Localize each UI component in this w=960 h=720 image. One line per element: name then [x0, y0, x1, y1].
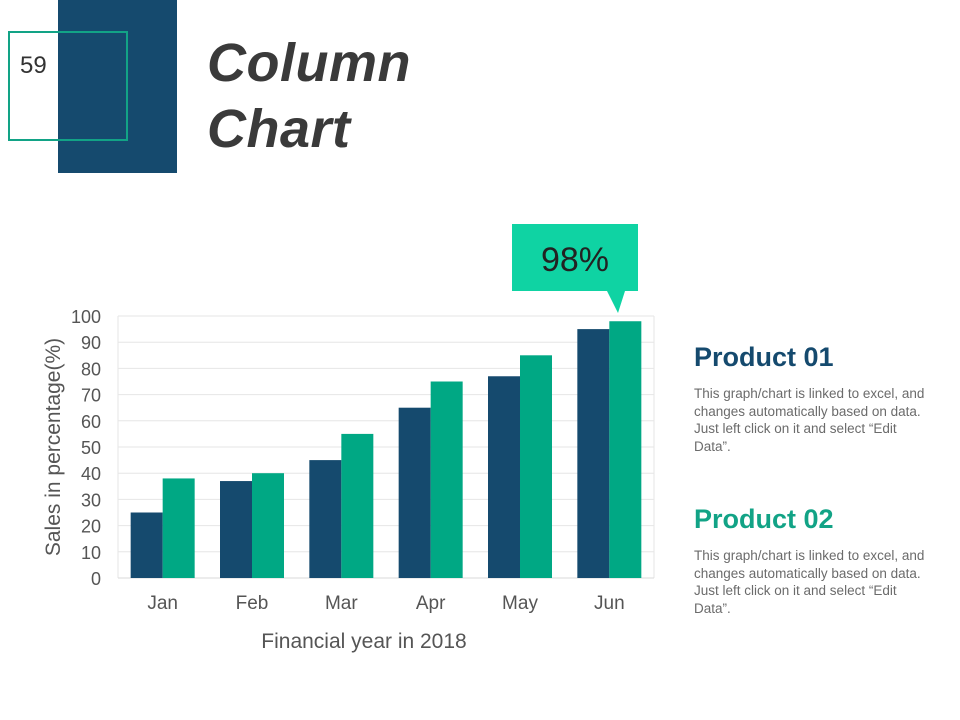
x-tick-label: Mar: [325, 593, 358, 614]
callout-bubble: [512, 224, 638, 313]
chart-gridlines: [117, 315, 655, 579]
y-tick-label: 10: [81, 543, 101, 563]
bar-series-1-jun: [577, 329, 610, 578]
y-tick-label: 80: [81, 359, 101, 379]
x-axis-label: Financial year in 2018: [261, 630, 466, 653]
bar-series-1-jan: [130, 512, 163, 578]
product-02-block: Product 02 This graph/chart is linked to…: [694, 504, 934, 617]
y-tick-label: 30: [81, 490, 101, 510]
teal-accent-frame: [8, 31, 128, 141]
product-02-title: Product 02: [694, 504, 834, 534]
y-tick-label: 0: [91, 569, 101, 589]
x-axis-ticks: Jan Feb Mar Apr May Jun: [147, 593, 624, 614]
product-01-block: Product 01 This graph/chart is linked to…: [694, 342, 934, 455]
callout: 98%: [512, 224, 638, 313]
y-axis-ticks: 0 10 20 30 40 50 60 70 80 90 100: [71, 307, 101, 589]
callout-text: 98%: [541, 241, 609, 279]
bar-series-1-may: [488, 376, 520, 578]
bar-series-2-apr: [430, 381, 463, 578]
y-tick-label: 40: [81, 464, 101, 484]
slide-title-line-2: Chart: [207, 99, 351, 159]
y-tick-label: 60: [81, 412, 101, 432]
bar-series-2-feb: [252, 473, 284, 578]
chart-bars: [130, 321, 642, 578]
y-tick-label: 90: [81, 333, 101, 353]
bar-series-1-apr: [398, 407, 431, 578]
x-tick-label: Jun: [594, 593, 625, 614]
product-01-description: This graph/chart is linked to excel, and…: [694, 386, 925, 454]
x-tick-label: Apr: [416, 593, 446, 614]
bar-series-2-jun: [609, 321, 642, 578]
y-tick-label: 20: [81, 517, 101, 537]
bar-series-1-feb: [220, 481, 252, 578]
bar-series-1-mar: [309, 460, 342, 578]
x-tick-label: Feb: [236, 593, 269, 614]
navy-accent-block: [58, 0, 177, 173]
slide-title: Column Chart: [207, 30, 411, 162]
product-02-description: This graph/chart is linked to excel, and…: [694, 548, 925, 616]
x-tick-label: Jan: [147, 593, 178, 614]
y-axis-label: Sales in percentage(%): [42, 338, 65, 556]
x-tick-label: May: [502, 593, 538, 614]
bar-series-2-may: [520, 355, 552, 578]
slide-number: 59: [20, 52, 47, 79]
product-01-title: Product 01: [694, 342, 834, 372]
y-tick-label: 100: [71, 307, 101, 327]
bar-series-2-mar: [341, 433, 374, 578]
slide-title-line-1: Column: [207, 33, 411, 93]
y-tick-label: 50: [81, 438, 101, 458]
bar-series-2-jan: [162, 478, 195, 578]
y-tick-label: 70: [81, 386, 101, 406]
